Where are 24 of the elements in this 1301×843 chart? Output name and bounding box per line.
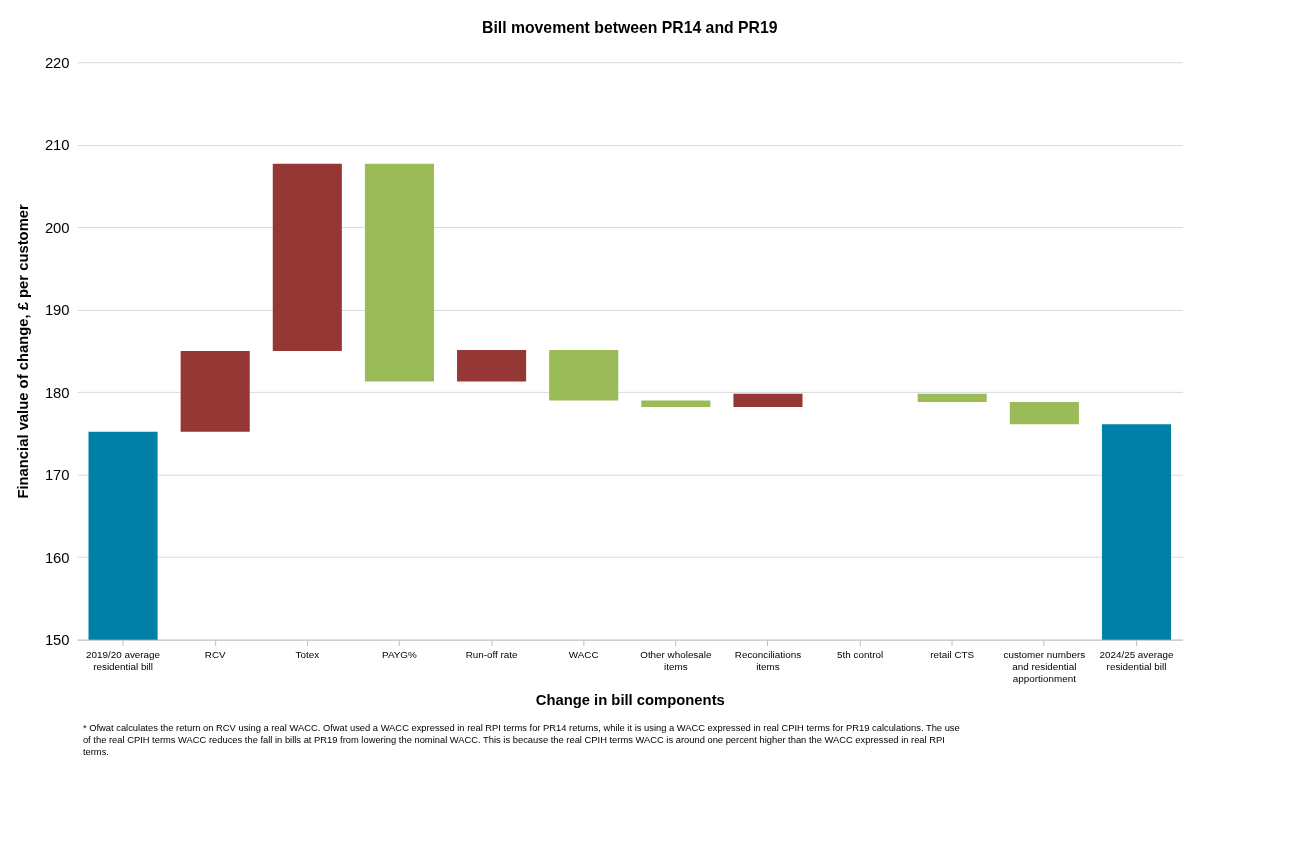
y-tick-label: 160 bbox=[44, 549, 70, 566]
x-tick-label: Run-off rate bbox=[465, 648, 519, 660]
x-tick-label: 2019/20 average residential bill bbox=[86, 648, 161, 672]
x-tick-label: retail CTS bbox=[930, 648, 975, 660]
text: * Ofwat calculates the return on RCV using a real WACC. Ofwat used a WACC expressed in real RPI terms for PR14 returns, while it is using a WACC expressed in real CPIH terms for PR19 calculations. The use of the real CPIH terms WACC reduces the fall in bills at PR19 from lowering the nominal WACC. This is because the real CPIH terms WACC is around one percent higher than the WACC expressed in real RPI terms. bbox=[82, 723, 960, 758]
chart-title: Bill movement between PR14 and PR19 bbox=[481, 18, 778, 36]
x-tick-label: Reconciliations items bbox=[734, 648, 802, 672]
x-tick-label: PAYG% bbox=[382, 648, 418, 660]
x-tick-label: Other wholesale items bbox=[640, 648, 712, 672]
x-tick-label: Totex bbox=[295, 648, 320, 660]
x-axis-title: Change in bill components bbox=[535, 692, 725, 709]
y-tick-label: 220 bbox=[44, 54, 70, 71]
x-tick-label: WACC bbox=[568, 648, 599, 660]
y-tick-label: 210 bbox=[44, 137, 70, 154]
x-tick-label: RCV bbox=[204, 648, 227, 660]
y-axis-title: Financial value of change, £ per customer bbox=[15, 203, 32, 499]
y-tick-label: 190 bbox=[44, 302, 70, 319]
y-tick-label: 200 bbox=[44, 219, 70, 236]
x-tick-label: 5th control bbox=[837, 648, 884, 660]
y-tick-label: 150 bbox=[44, 632, 70, 649]
y-tick-label: 170 bbox=[44, 467, 70, 484]
y-tick-label: 180 bbox=[44, 384, 70, 401]
x-tick-label: customer numbers and residential apportionment bbox=[1003, 648, 1086, 684]
x-tick-label: 2024/25 average residential bill bbox=[1099, 648, 1174, 672]
